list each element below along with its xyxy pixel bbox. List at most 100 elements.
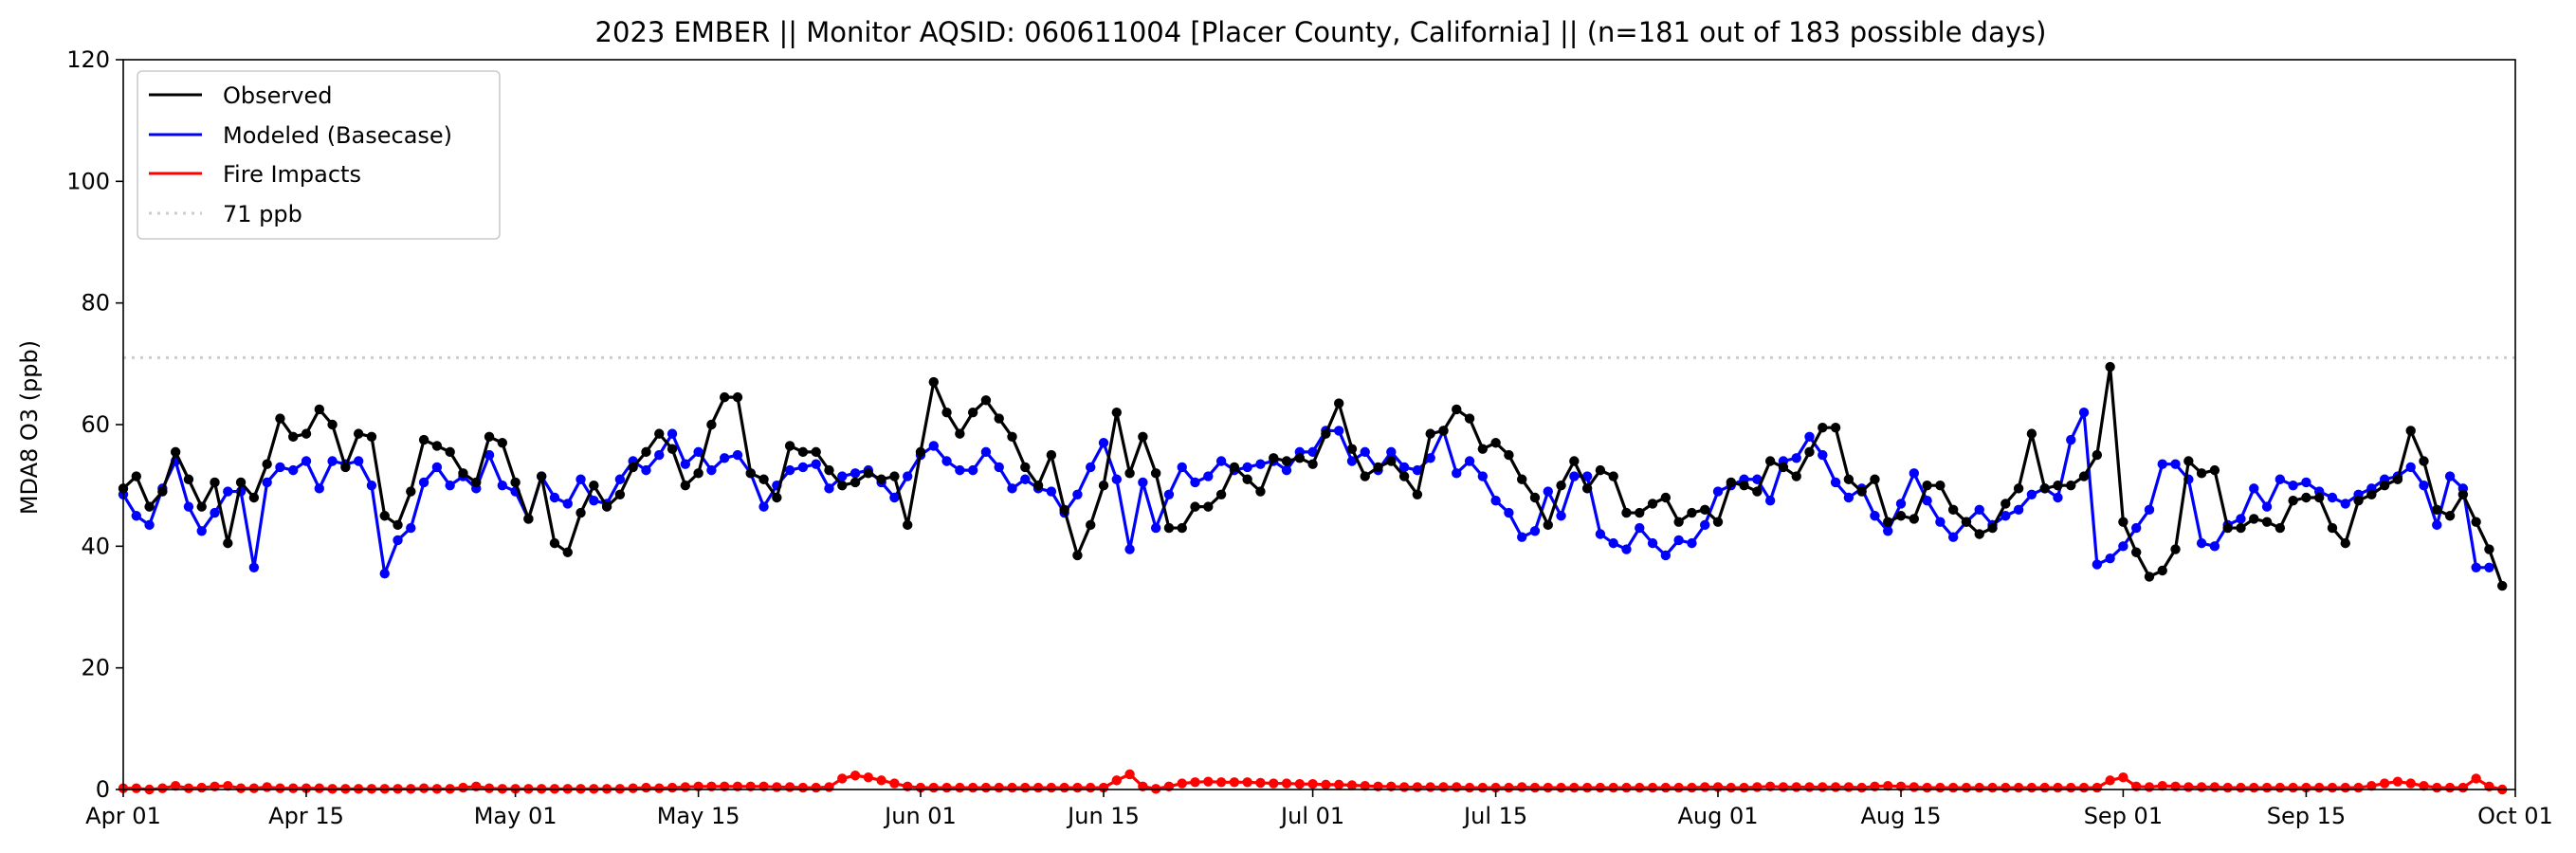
data-point-modeled-basecase bbox=[2249, 483, 2259, 494]
data-point-fire-impacts bbox=[1111, 775, 1123, 786]
data-point-observed bbox=[2432, 504, 2442, 516]
data-point-observed bbox=[393, 519, 403, 531]
data-point-observed bbox=[628, 462, 638, 473]
data-point-modeled-basecase bbox=[196, 526, 207, 536]
data-point-fire-impacts bbox=[1673, 782, 1684, 793]
data-point-modeled-basecase bbox=[497, 480, 508, 491]
data-point-observed bbox=[445, 446, 455, 458]
data-point-observed bbox=[327, 419, 338, 430]
data-point-fire-impacts bbox=[2209, 782, 2220, 792]
data-point-observed bbox=[680, 480, 691, 491]
data-point-fire-impacts bbox=[2053, 782, 2063, 793]
data-point-fire-impacts bbox=[2144, 782, 2155, 792]
data-point-modeled-basecase bbox=[641, 464, 651, 476]
data-point-fire-impacts bbox=[980, 782, 992, 793]
data-point-fire-impacts bbox=[1346, 780, 1358, 790]
x-tick-label: May 01 bbox=[474, 803, 557, 829]
data-point-fire-impacts bbox=[1804, 782, 1815, 792]
data-point-fire-impacts bbox=[1778, 782, 1789, 792]
data-point-observed bbox=[784, 441, 795, 451]
data-point-modeled-basecase bbox=[1883, 526, 1893, 536]
data-point-modeled-basecase bbox=[1020, 474, 1031, 484]
data-point-modeled-basecase bbox=[2157, 459, 2167, 469]
data-point-fire-impacts bbox=[2457, 782, 2469, 793]
data-point-fire-impacts bbox=[680, 782, 691, 792]
data-point-observed bbox=[1726, 477, 1736, 488]
data-point-observed bbox=[654, 428, 665, 439]
x-tick-label: Jun 15 bbox=[1066, 803, 1140, 829]
y-tick-label: 100 bbox=[66, 168, 110, 194]
data-point-modeled-basecase bbox=[1581, 471, 1593, 481]
data-point-modeled-basecase bbox=[2026, 489, 2037, 499]
x-axis: Apr 01 Apr 15 May 01 May 15 Jun 01 Jun 15 Jul … bbox=[85, 789, 2553, 829]
data-point-modeled-basecase bbox=[2340, 499, 2350, 509]
data-point-observed bbox=[1163, 522, 1175, 534]
x-tick-label: Oct 01 bbox=[2477, 803, 2553, 829]
data-point-observed bbox=[1307, 459, 1318, 469]
data-point-observed bbox=[2444, 511, 2456, 521]
data-point-fire-impacts bbox=[1635, 782, 1645, 793]
data-point-observed bbox=[431, 441, 443, 451]
data-point-fire-impacts bbox=[1556, 782, 1566, 793]
data-point-observed bbox=[1922, 480, 1932, 491]
data-point-fire-impacts bbox=[1464, 782, 1475, 793]
data-point-observed bbox=[196, 501, 207, 512]
data-point-observed bbox=[2340, 537, 2350, 549]
data-point-observed bbox=[223, 537, 233, 549]
data-point-fire-impacts bbox=[2222, 782, 2233, 793]
data-point-observed bbox=[301, 428, 312, 439]
data-point-modeled-basecase bbox=[2419, 480, 2429, 491]
data-point-observed bbox=[876, 474, 886, 484]
data-point-observed bbox=[144, 501, 155, 512]
data-point-modeled-basecase bbox=[1830, 477, 1841, 488]
data-point-observed bbox=[2196, 468, 2207, 479]
data-point-observed bbox=[2209, 464, 2220, 476]
data-point-observed bbox=[1947, 504, 1959, 516]
data-point-fire-impacts bbox=[667, 782, 678, 793]
data-point-observed bbox=[275, 413, 285, 424]
data-point-fire-impacts bbox=[1452, 782, 1462, 792]
data-point-modeled-basecase bbox=[1635, 522, 1645, 534]
data-point-observed bbox=[1595, 464, 1606, 476]
series-observed bbox=[118, 361, 2508, 591]
data-point-observed bbox=[340, 462, 351, 473]
data-point-fire-impacts bbox=[1242, 777, 1252, 788]
data-point-fire-impacts bbox=[2471, 773, 2481, 784]
data-point-fire-impacts bbox=[1517, 782, 1527, 792]
data-point-fire-impacts bbox=[994, 782, 1004, 793]
data-point-fire-impacts bbox=[1190, 777, 1200, 788]
data-point-modeled-basecase bbox=[1412, 464, 1423, 476]
data-point-fire-impacts bbox=[1124, 769, 1135, 780]
data-point-modeled-basecase bbox=[1398, 462, 1410, 473]
data-point-modeled-basecase bbox=[1556, 511, 1566, 521]
data-point-fire-impacts bbox=[2379, 778, 2390, 789]
data-point-modeled-basecase bbox=[1947, 532, 1959, 542]
data-point-modeled-basecase bbox=[1360, 446, 1370, 458]
data-point-modeled-basecase bbox=[393, 535, 403, 546]
data-point-modeled-basecase bbox=[2013, 504, 2024, 516]
data-point-observed bbox=[1660, 492, 1672, 503]
data-point-modeled-basecase bbox=[2170, 459, 2181, 469]
data-point-observed bbox=[1072, 550, 1083, 561]
data-point-modeled-basecase bbox=[2405, 462, 2416, 473]
data-point-modeled-basecase bbox=[2066, 434, 2076, 445]
data-point-fire-impacts bbox=[1961, 782, 1972, 793]
data-point-modeled-basecase bbox=[1504, 507, 1514, 518]
data-point-modeled-basecase bbox=[2261, 501, 2273, 512]
data-point-modeled-basecase bbox=[314, 483, 324, 494]
data-point-observed bbox=[1215, 489, 1227, 499]
data-point-fire-impacts bbox=[235, 783, 247, 793]
data-point-modeled-basecase bbox=[680, 459, 691, 469]
data-point-modeled-basecase bbox=[1895, 499, 1907, 509]
data-point-observed bbox=[1321, 428, 1331, 439]
data-point-observed bbox=[2314, 492, 2325, 503]
data-point-fire-impacts bbox=[2183, 782, 2194, 792]
data-point-observed bbox=[1007, 431, 1017, 443]
data-point-observed bbox=[980, 395, 992, 406]
data-point-observed bbox=[1517, 474, 1527, 484]
data-point-observed bbox=[366, 431, 377, 443]
data-point-observed bbox=[589, 480, 599, 491]
data-point-observed bbox=[1346, 444, 1358, 454]
data-point-observed bbox=[1687, 507, 1697, 518]
data-point-observed bbox=[210, 477, 220, 488]
